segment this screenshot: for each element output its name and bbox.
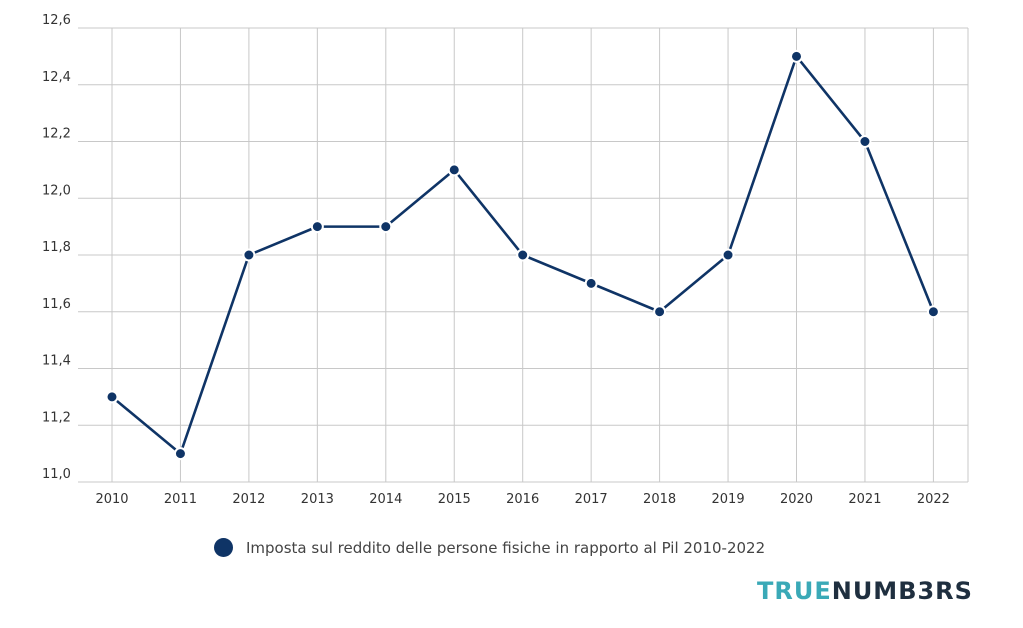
data-point <box>105 390 119 404</box>
y-tick-label: 11,8 <box>42 240 71 255</box>
data-point <box>242 248 256 262</box>
x-tick-label: 2018 <box>643 492 676 507</box>
x-tick-label: 2010 <box>95 492 128 507</box>
data-point <box>858 135 872 148</box>
x-tick-label: 2012 <box>232 492 265 507</box>
y-tick-label: 11,2 <box>42 410 71 425</box>
brand-logo-part2: NUMB3RS <box>831 577 973 605</box>
x-tick-label: 2013 <box>301 492 334 507</box>
brand-logo-part1: TRUE <box>757 577 832 605</box>
x-tick-label: 2016 <box>506 492 539 507</box>
data-point <box>310 220 324 234</box>
data-point <box>926 305 940 319</box>
y-tick-label: 11,6 <box>42 297 71 312</box>
data-point <box>516 248 530 262</box>
legend-label: Imposta sul reddito delle persone fisich… <box>246 538 766 557</box>
y-tick-label: 12,6 <box>42 13 71 28</box>
x-tick-label: 2022 <box>917 492 950 507</box>
x-axis-ticks: 2010 2011 2012 2013 2014 2015 2016 2017 2018 2019… <box>95 492 949 507</box>
data-point <box>653 305 667 319</box>
y-tick-label: 11,0 <box>42 467 71 482</box>
data-point <box>584 276 598 290</box>
x-tick-label: 2015 <box>438 492 471 507</box>
data-points <box>105 49 940 461</box>
x-tick-label: 2021 <box>848 492 881 507</box>
y-axis-ticks: 11,0 11,2 11,4 11,6 11,8 12,0 12,2 12,4 12,6 <box>42 13 71 482</box>
x-tick-label: 2017 <box>575 492 608 507</box>
legend: Imposta sul reddito delle persone fisich… <box>214 538 765 557</box>
x-tick-label: 2014 <box>369 492 402 507</box>
y-tick-label: 12,4 <box>42 70 71 85</box>
data-point <box>721 248 735 262</box>
data-point <box>173 447 187 461</box>
data-point <box>379 220 393 234</box>
y-tick-label: 12,0 <box>42 183 71 198</box>
x-tick-label: 2020 <box>780 492 813 507</box>
y-tick-label: 12,2 <box>42 127 71 142</box>
grid <box>78 27 969 483</box>
data-point <box>790 49 803 63</box>
legend-marker-icon <box>214 538 233 557</box>
data-point <box>447 163 461 177</box>
y-tick-label: 11,4 <box>42 354 71 369</box>
brand-logo: TRUENUMB3RS <box>757 577 973 605</box>
x-tick-label: 2011 <box>164 492 197 507</box>
x-tick-label: 2019 <box>712 492 745 507</box>
